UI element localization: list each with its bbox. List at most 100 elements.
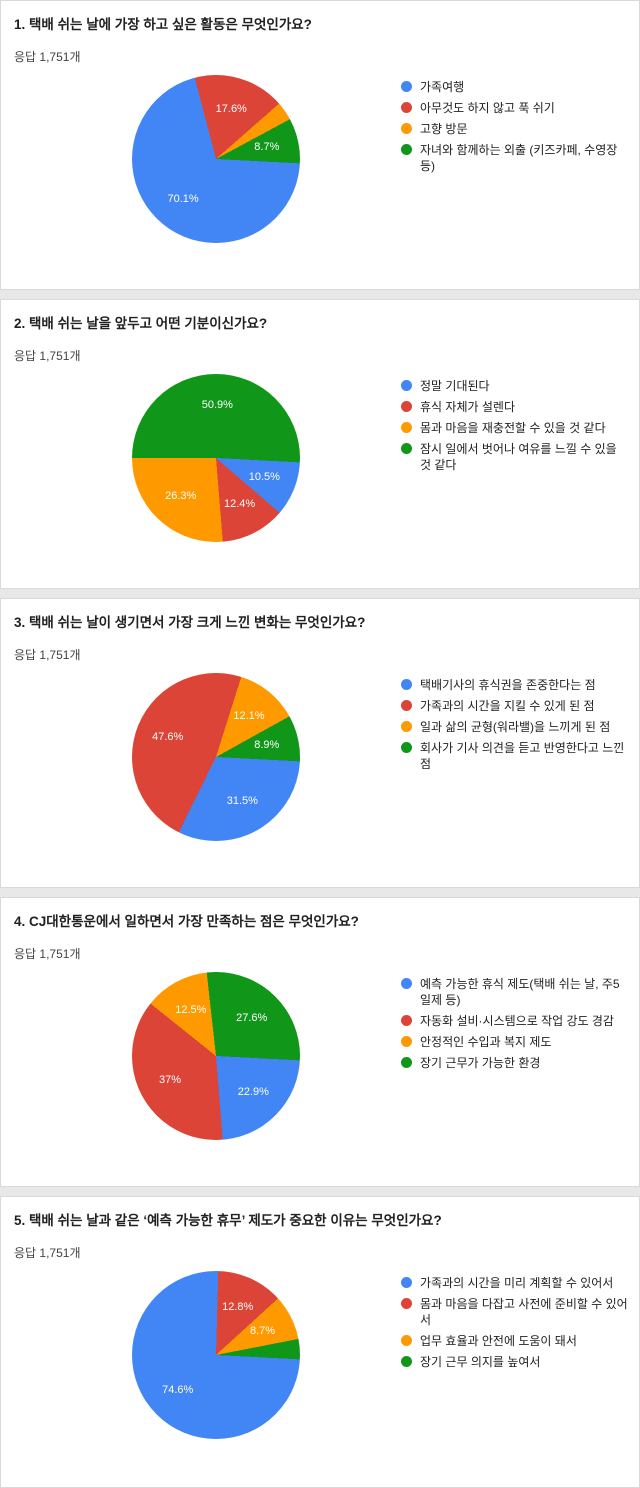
question-card-2: 2. 택배 쉬는 날을 앞두고 어떤 기분이신가요? 응답 1,751개 10.… [0, 299, 640, 589]
legend-item: 장기 근무가 가능한 환경 [401, 1055, 629, 1071]
legend-label: 예측 가능한 휴식 제도(택배 쉬는 날, 주5일제 등) [420, 976, 620, 1007]
legend-item: 회사가 기사 의견을 듣고 반영한다고 느낀 점 [401, 740, 629, 772]
pie-slice-label: 47.6% [152, 731, 184, 744]
legend-label: 가족여행 [420, 79, 465, 94]
legend-bullet-icon [401, 101, 412, 113]
legend-item: 정말 기대된다 [401, 378, 629, 394]
legend-bullet-icon [401, 1014, 412, 1026]
legend-item: 가족과의 시간을 지킬 수 있게 된 점 [401, 698, 629, 714]
pie-slice-label: 12.4% [223, 497, 256, 510]
pie-slice-label: 70.1% [167, 192, 199, 205]
chart-legend: 예측 가능한 휴식 제도(택배 쉬는 날, 주5일제 등) 자동화 설비·시스템… [401, 976, 629, 1077]
pie-slice-label: 12.5% [175, 1003, 207, 1016]
question-title: 1. 택배 쉬는 날에 가장 하고 싶은 활동은 무엇인가요? [14, 17, 312, 32]
legend-item: 잠시 일에서 벗어나 여유를 느낄 수 있을 것 같다 [401, 441, 629, 473]
response-count: 응답 1,751개 [14, 49, 81, 64]
legend-bullet-icon [401, 1356, 412, 1368]
legend-item: 택배기사의 휴식권을 존중한다는 점 [401, 677, 629, 693]
pie-chart[interactable]: 10.5% 12.4% 26.3% 50.9% [132, 373, 300, 542]
question-title: 2. 택배 쉬는 날을 앞두고 어떤 기분이신가요? [14, 316, 268, 331]
legend-label: 일과 삶의 균형(워라밸)을 느끼게 된 점 [420, 719, 611, 734]
chart-legend: 가족과의 시간을 미리 계획할 수 있어서 몸과 마음을 다잡고 사전에 준비할… [401, 1275, 629, 1376]
response-count: 응답 1,751개 [14, 946, 81, 961]
response-count: 응답 1,751개 [14, 348, 81, 363]
response-count: 응답 1,751개 [14, 1245, 81, 1260]
pie-slice-label: 12.8% [222, 1301, 254, 1314]
question-card-5: 5. 택배 쉬는 날과 같은 ‘예측 가능한 휴무’ 제도가 중요한 이유는 무… [0, 1196, 640, 1488]
legend-label: 몸과 마음을 재충전할 수 있을 것 같다 [420, 420, 606, 435]
legend-label: 아무것도 하지 않고 푹 쉬기 [420, 100, 555, 115]
pie-slice-label: 17.6% [215, 102, 247, 115]
legend-item: 가족과의 시간을 미리 계획할 수 있어서 [401, 1275, 629, 1291]
legend-label: 잠시 일에서 벗어나 여유를 느낄 수 있을 것 같다 [420, 442, 617, 473]
legend-bullet-icon [401, 1036, 412, 1048]
legend-item: 업무 효율과 안전에 도움이 돼서 [401, 1333, 629, 1349]
legend-item: 일과 삶의 균형(워라밸)을 느끼게 된 점 [401, 719, 629, 735]
legend-bullet-icon [401, 977, 412, 989]
legend-bullet-icon [401, 443, 412, 455]
legend-label: 고향 방문 [420, 121, 468, 136]
pie-chart[interactable]: 22.9% 37% 12.5% 27.6% [132, 971, 300, 1140]
legend-label: 장기 근무가 가능한 환경 [420, 1056, 541, 1071]
legend-bullet-icon [401, 144, 412, 156]
pie-slice-label: 12.1% [233, 710, 265, 723]
question-title: 4. CJ대한통운에서 일하면서 가장 만족하는 점은 무엇인가요? [14, 914, 359, 929]
response-count: 응답 1,751개 [14, 647, 81, 662]
legend-label: 회사가 기사 의견을 듣고 반영한다고 느낀 점 [420, 741, 625, 772]
legend-bullet-icon [401, 421, 412, 433]
legend-bullet-icon [401, 720, 412, 732]
pie-slice-label: 37% [158, 1073, 181, 1086]
legend-bullet-icon [401, 678, 412, 690]
legend-item: 가족여행 [401, 79, 629, 95]
pie-slice-label: 8.7% [254, 141, 280, 154]
question-card-4: 4. CJ대한통운에서 일하면서 가장 만족하는 점은 무엇인가요? 응답 1,… [0, 897, 640, 1187]
legend-label: 가족과의 시간을 지킬 수 있게 된 점 [420, 698, 595, 713]
legend-label: 가족과의 시간을 미리 계획할 수 있어서 [420, 1275, 614, 1290]
legend-bullet-icon [401, 1057, 412, 1069]
pie-slice-label: 8.7% [249, 1325, 276, 1338]
chart-area: 31.5% 47.6% 12.1% 8.9% 택배기사의 휴식권을 존중한다는 점 가… [1, 672, 639, 875]
legend-label: 택배기사의 휴식권을 존중한다는 점 [420, 677, 596, 692]
pie-slice-label: 26.3% [165, 489, 197, 502]
legend-item: 고향 방문 [401, 121, 629, 137]
pie-slice-label: 8.9% [254, 738, 280, 751]
pie-chart[interactable]: 31.5% 47.6% 12.1% 8.9% [132, 672, 300, 841]
legend-item: 몸과 마음을 재충전할 수 있을 것 같다 [401, 420, 629, 436]
legend-label: 안정적인 수입과 복지 제도 [420, 1035, 552, 1050]
legend-bullet-icon [401, 1297, 412, 1309]
legend-label: 몸과 마음을 다잡고 사전에 준비할 수 있어서 [420, 1296, 628, 1327]
question-card-1: 1. 택배 쉬는 날에 가장 하고 싶은 활동은 무엇인가요? 응답 1,751… [0, 0, 640, 290]
legend-item: 장기 근무 의지를 높여서 [401, 1354, 629, 1370]
legend-label: 업무 효율과 안전에 도움이 돼서 [420, 1334, 577, 1349]
pie-slice-label: 27.6% [236, 1011, 268, 1024]
legend-item: 예측 가능한 휴식 제도(택배 쉬는 날, 주5일제 등) [401, 976, 629, 1008]
pie-chart[interactable]: 70.1% 17.6% 8.7% [132, 74, 300, 243]
legend-label: 장기 근무 의지를 높여서 [420, 1355, 541, 1370]
legend-bullet-icon [401, 122, 412, 134]
legend-item: 자동화 설비·시스템으로 작업 강도 경감 [401, 1013, 629, 1029]
legend-item: 아무것도 하지 않고 푹 쉬기 [401, 100, 629, 116]
pie-slice-label: 22.9% [237, 1085, 269, 1098]
legend-item: 안정적인 수입과 복지 제도 [401, 1034, 629, 1050]
legend-bullet-icon [401, 742, 412, 754]
question-title: 3. 택배 쉬는 날이 생기면서 가장 크게 느낀 변화는 무엇인가요? [14, 615, 366, 630]
legend-bullet-icon [401, 379, 412, 391]
pie-chart[interactable]: 74.6% 12.8% 8.7% [132, 1270, 300, 1439]
pie-slice-label: 50.9% [201, 399, 233, 412]
chart-area: 10.5% 12.4% 26.3% 50.9% 정말 기대된다 휴식 자체가 설렌다 … [1, 373, 639, 576]
legend-label: 자동화 설비·시스템으로 작업 강도 경감 [420, 1013, 614, 1028]
legend-bullet-icon [401, 699, 412, 711]
legend-label: 휴식 자체가 설렌다 [420, 399, 515, 414]
question-title: 5. 택배 쉬는 날과 같은 ‘예측 가능한 휴무’ 제도가 중요한 이유는 무… [14, 1213, 442, 1228]
chart-legend: 가족여행 아무것도 하지 않고 푹 쉬기 고향 방문 자녀와 함께하는 외출 (… [401, 79, 629, 180]
legend-item: 자녀와 함께하는 외출 (키즈카페, 수영장 등) [401, 142, 629, 174]
pie-slice-label: 10.5% [248, 470, 280, 483]
legend-bullet-icon [401, 80, 412, 92]
legend-bullet-icon [401, 1335, 412, 1347]
chart-legend: 택배기사의 휴식권을 존중한다는 점 가족과의 시간을 지킬 수 있게 된 점 … [401, 677, 629, 778]
chart-legend: 정말 기대된다 휴식 자체가 설렌다 몸과 마음을 재충전할 수 있을 것 같다… [401, 378, 629, 479]
legend-bullet-icon [401, 400, 412, 412]
pie-slice-label: 74.6% [162, 1383, 194, 1396]
legend-label: 자녀와 함께하는 외출 (키즈카페, 수영장 등) [420, 143, 618, 174]
